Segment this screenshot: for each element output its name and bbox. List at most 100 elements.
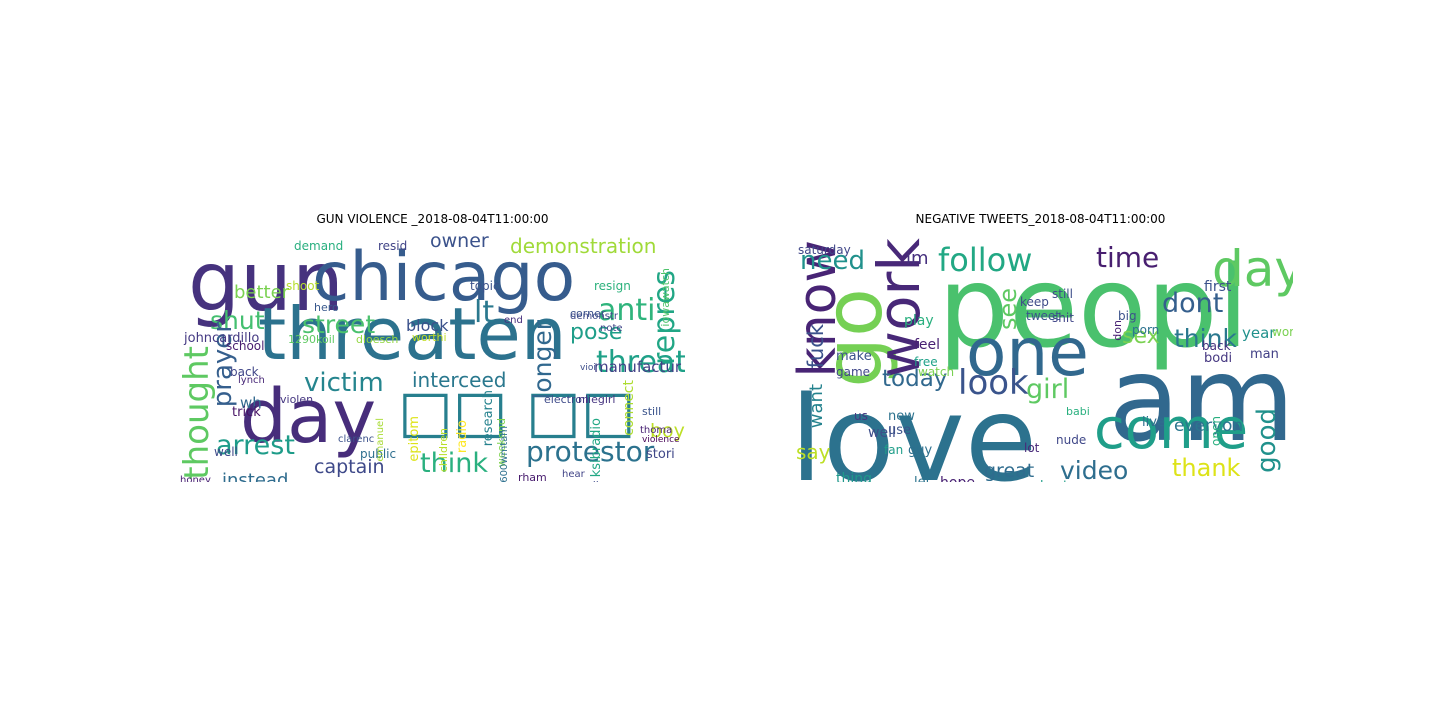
cloud-word: shit [1052,311,1074,325]
cloud-word: day [240,374,377,460]
cloud-word: research [481,390,496,447]
cloud-word: note [600,323,623,334]
cloud-word: wh [240,394,262,412]
cloud-word: sex [1122,324,1160,349]
cloud-word: video [1060,456,1129,482]
cloud-word: public [360,447,397,461]
cloud-word: free [914,355,938,369]
cloud-word: think [420,448,488,479]
cloud-word: fuck [804,324,828,369]
cloud-word: lot [1024,441,1040,455]
cloud-word: captain [314,456,385,478]
cloud-word: follow [938,241,1033,279]
cloud-word: johncardillo [184,331,260,346]
cloud-word: new [888,409,915,424]
cloud-word: dloesch [356,333,399,346]
cloud-word: threat [596,345,685,380]
cloud-word: rham [518,471,547,482]
cloud-word: well [214,445,238,459]
cloud-word: love [790,370,1038,482]
cloud-word: watch [918,365,955,379]
cloud-word: demonstr [570,311,618,322]
cloud-word: see [994,288,1022,331]
cloud-word: don [1111,320,1124,341]
cloud-word: protestor [526,435,655,468]
cloud-word: fan [884,443,904,457]
cloud-word: nliegirl [578,393,616,406]
cloud-word: boy [650,420,685,442]
cloud-word: great [984,460,1035,482]
cloud-word: children [437,428,450,473]
cloud-word: nude [1056,433,1087,447]
cloud-word: epitom [407,416,422,462]
cloud-word: peopl [938,243,1249,373]
cloud-word: us [854,409,868,423]
cloud-word: feel [914,337,941,353]
cloud-word: pose [570,320,623,345]
negative-tweets-word-cloud: peoplamploveonegoworkknowcomedayfollowlo… [788,230,1293,482]
cloud-word: worthi [412,331,447,344]
cloud-word: year [1242,324,1276,342]
cloud-word: resign [594,279,631,293]
cloud-word: keep [1020,295,1049,309]
cloud-word: world [1272,325,1293,339]
cloud-word: lt [474,295,495,330]
cloud-word: good [1252,408,1282,473]
cloud-word: topic [470,279,500,293]
cloud-word: violence [642,435,680,445]
cloud-word: man [1250,347,1279,362]
cloud-word: back [230,365,259,379]
cloud-word: guy [908,443,933,458]
cloud-word: day [1212,240,1293,298]
cloud-word: aliv [586,480,605,482]
cloud-word: game [836,365,871,379]
cloud-word: girl [1026,374,1070,405]
cloud-word: threaten [258,292,567,376]
cloud-word: still [642,405,662,418]
cloud-word: back [1202,339,1231,353]
cloud-word: say [796,440,831,464]
cloud-word: street [302,310,376,339]
cloud-word: babi [1066,405,1090,418]
cloud-word: victim [304,368,384,398]
cloud-word: hope [940,476,975,482]
cloud-word: look [958,363,1029,403]
cloud-word: ksibradio [589,418,604,478]
cloud-word: emanuel [375,418,386,462]
cloud-word: need [800,246,865,276]
cloud-word: play [904,313,934,329]
gun-violence-word-cloud: gun chicago threaten day □□ □□ owner demonstra… [180,230,685,482]
cloud-word: end [504,315,523,326]
cloud-word: block [406,316,449,335]
cloud-word: owner [430,230,489,252]
cloud-word: shoot [286,279,320,293]
cloud-word: iowawatch [659,268,672,327]
cloud-word: interceed [412,368,507,392]
cloud-word: porn [1132,323,1160,337]
cloud-word: thank [1172,454,1241,482]
cloud-word: still [1052,287,1073,301]
cloud-word: dont [1162,288,1224,319]
cloud-word: everyon [1174,416,1244,436]
cloud-word: gun [188,235,344,330]
cloud-word: better [234,282,290,303]
gun-violence-panel: GUN VIOLENCE _2018-08-04T11:00:00 gun chi… [180,212,685,482]
cloud-word: □□ □□ [398,377,636,445]
cloud-word: lynch [238,375,265,386]
cloud-word: one [966,314,1089,391]
cloud-word: im [906,248,929,269]
cloud-word: stori [646,447,675,462]
cloud-word: well [868,425,896,441]
cloud-word: amp [1108,330,1293,468]
cloud-word: thing [836,471,873,482]
cloud-word: longer [528,320,557,400]
cloud-word: open [1209,416,1223,446]
cloud-word: resid [378,239,408,253]
cloud-word: demonstration [510,234,657,258]
cloud-word: shut [210,306,265,335]
cloud-word: demand [294,239,344,253]
cloud-word: trick [232,405,261,420]
cloud-word: come [1094,397,1249,462]
cloud-word: think [1174,324,1237,353]
cloud-word: make [836,349,872,364]
